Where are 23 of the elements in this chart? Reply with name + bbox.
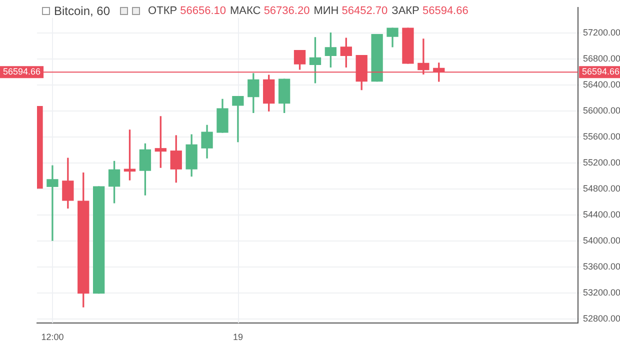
y-tick-label: 54800.00 (583, 183, 620, 194)
y-tick-label: 57200.00 (583, 27, 620, 38)
y-tick-label: 55600.00 (583, 131, 620, 142)
x-tick-label: 19 (232, 332, 243, 342)
chart-title: Bitcoin, 60 (54, 4, 110, 18)
candlestick (232, 96, 244, 142)
y-tick-label: 52800.00 (583, 314, 620, 324)
x-tick-label: 12:00 (41, 332, 64, 342)
y-tick-label: 55200.00 (583, 157, 620, 168)
y-tick-label: 56000.00 (583, 105, 620, 116)
y-tick-label: 54400.00 (583, 209, 620, 220)
annotation: МИН 56452.70 (314, 5, 388, 17)
annotation: ЗАКР 56594.66 (392, 5, 468, 17)
text: 56594.66 (582, 66, 620, 77)
annotation: ОТКР 56656.10 (148, 5, 226, 17)
y-tick-label: 53600.00 (583, 262, 620, 272)
y-tick-label: 53200.00 (583, 288, 620, 298)
y-tick-label: 54000.00 (583, 235, 620, 246)
annotation: МАКС 56736.20 (230, 5, 310, 17)
ref-line-label: 56594.66 (3, 66, 41, 77)
candlestick (46, 165, 58, 241)
y-tick-label: 56400.00 (583, 79, 620, 90)
y-tick-label: 56800.00 (583, 53, 620, 64)
